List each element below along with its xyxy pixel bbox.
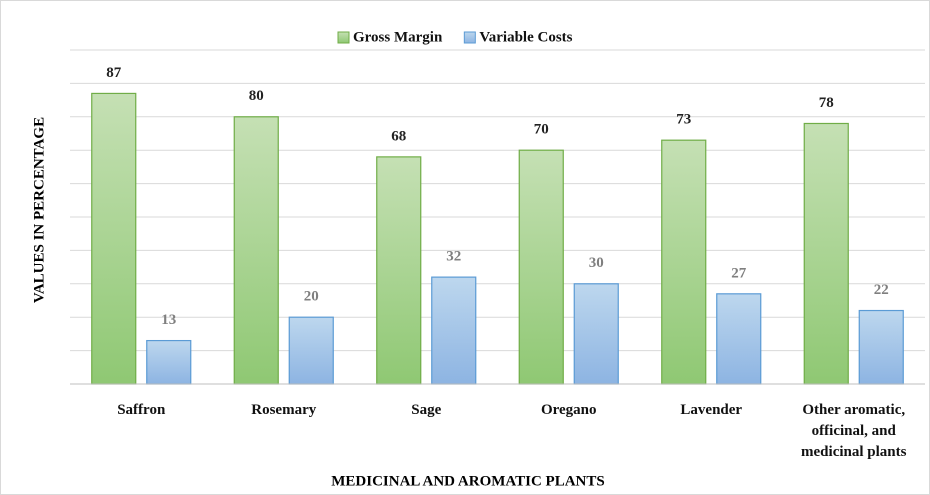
data-label: 30 — [589, 255, 604, 271]
bar — [803, 122, 849, 385]
data-label: 22 — [874, 282, 889, 298]
data-label: 80 — [249, 88, 264, 104]
bar — [376, 156, 422, 385]
bar — [573, 283, 619, 385]
y-axis-title: VALUES IN PERCENTAGE — [31, 117, 47, 303]
data-label: 27 — [731, 265, 747, 281]
bar — [91, 92, 137, 385]
data-label: 20 — [304, 289, 319, 305]
x-tick-label: Other aromatic, officinal, and medicinal… — [801, 402, 907, 460]
x-tick-label: Rosemary — [251, 402, 317, 418]
legend-label: Variable Costs — [479, 29, 572, 45]
data-label: 70 — [534, 122, 549, 138]
data-label: 13 — [161, 312, 176, 328]
data-label: 68 — [391, 128, 406, 144]
bar — [431, 276, 477, 385]
bar — [146, 339, 192, 385]
x-tick-label: Sage — [411, 402, 442, 418]
bar — [288, 316, 334, 385]
legend-swatch — [337, 31, 350, 44]
x-tick-label: Oregano — [540, 402, 597, 418]
x-tick-label: Saffron — [117, 402, 166, 418]
data-label: 87 — [106, 65, 122, 81]
bar — [858, 309, 904, 385]
data-label: 73 — [676, 112, 691, 128]
data-label: 78 — [819, 95, 834, 111]
x-axis-title: MEDICINAL AND AROMATIC PLANTS — [331, 473, 605, 489]
data-label: 32 — [446, 249, 461, 265]
bar — [661, 139, 707, 385]
x-tick-label: Lavender — [680, 402, 743, 418]
legend-swatch — [463, 31, 476, 44]
legend-label: Gross Margin — [353, 29, 443, 45]
bar — [716, 293, 762, 385]
bar — [518, 149, 564, 385]
bar — [233, 116, 279, 385]
